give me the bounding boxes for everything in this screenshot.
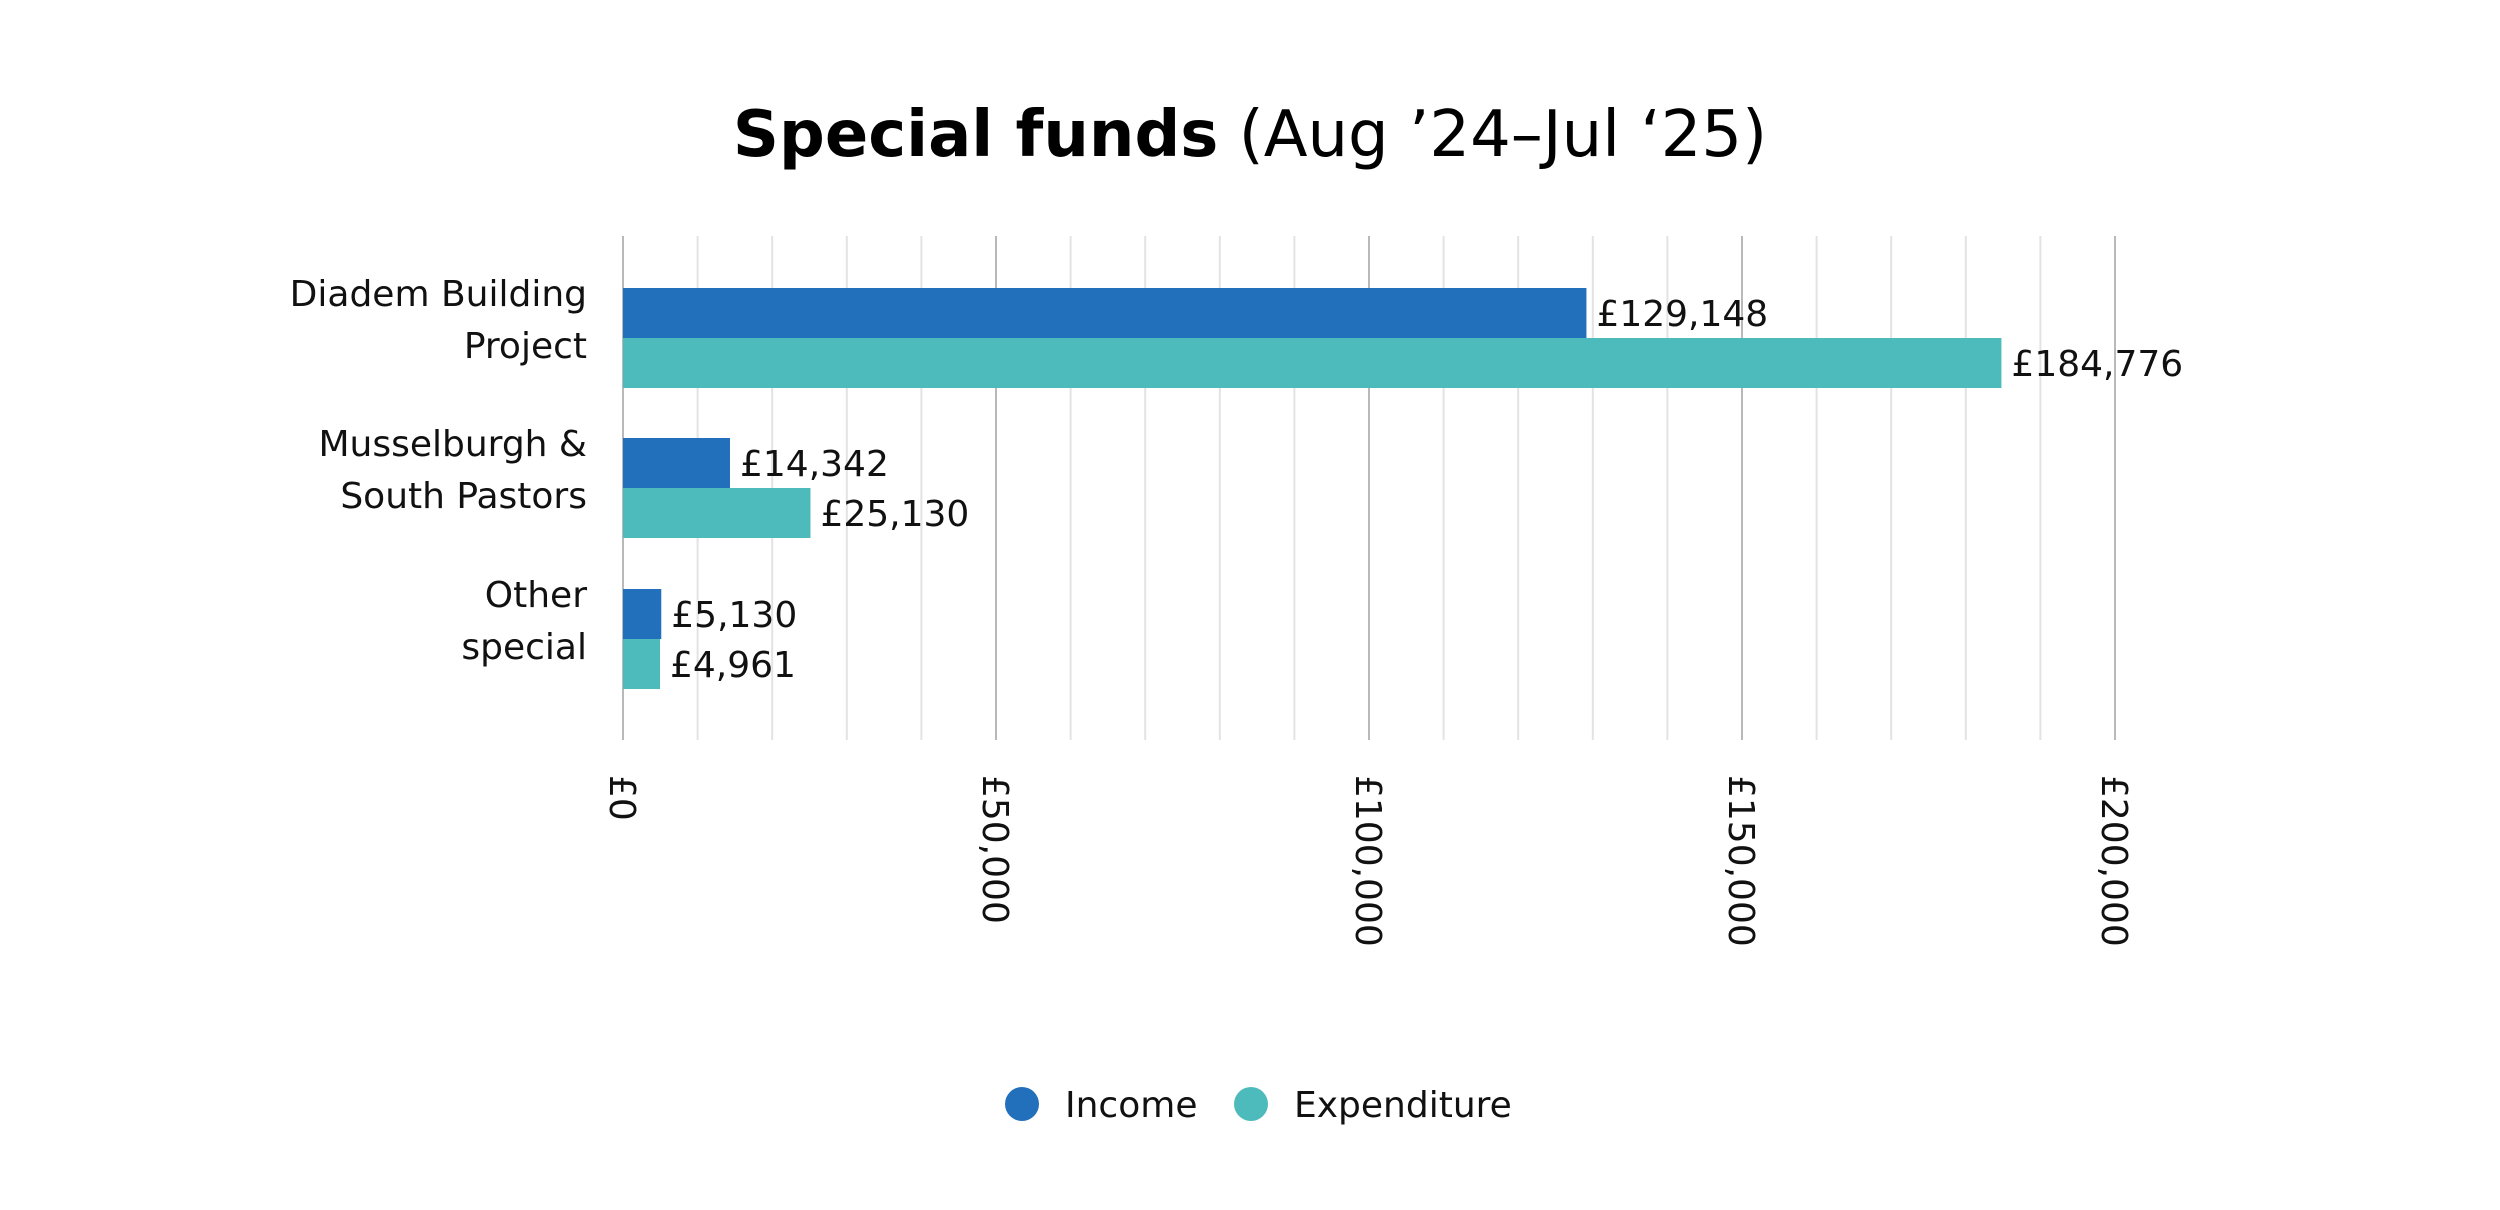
bar-income	[623, 288, 1587, 338]
bar-expenditure	[623, 639, 661, 689]
x-tick-label: £200,000	[2093, 775, 2134, 947]
category-label: South Pastors	[340, 476, 587, 517]
x-axis-ticks: £0 £50,000 £100,000 £150,000 £200,000	[601, 775, 2134, 947]
category-label: Diadem Building	[290, 274, 587, 315]
category-label: Musselburgh &	[318, 424, 587, 465]
chart-title-sub: (Aug ’24–Jul ‘25)	[1239, 98, 1767, 172]
chart-title-main: Special funds	[733, 98, 1218, 172]
data-label: £5,130	[671, 595, 797, 636]
data-label: £4,961	[670, 645, 796, 686]
data-label: £25,130	[820, 494, 969, 535]
x-tick-label: £100,000	[1347, 775, 1388, 947]
x-tick-label: £0	[601, 775, 642, 821]
category-label: Project	[464, 326, 587, 367]
category-label: special	[461, 627, 587, 668]
bar-expenditure	[623, 488, 811, 538]
category-label: Other	[485, 575, 587, 616]
chart-title-space	[1218, 98, 1238, 172]
legend-label-income: Income	[1065, 1085, 1197, 1126]
x-tick-label: £50,000	[974, 775, 1015, 924]
legend: Income Expenditure	[1005, 1085, 1512, 1126]
bars	[623, 288, 2002, 689]
bar-income	[623, 438, 730, 488]
data-label: £184,776	[2011, 344, 2183, 385]
bar-expenditure	[623, 338, 2002, 388]
data-labels: £129,148 £184,776 £14,342 £25,130 £5,130 £4,9…	[670, 294, 2183, 686]
legend-marker-income	[1005, 1087, 1039, 1121]
data-label: £129,148	[1596, 294, 1768, 335]
chart-title: Special funds (Aug ’24–Jul ‘25)	[733, 98, 1767, 172]
x-tick-label: £150,000	[1720, 775, 1761, 947]
category-labels: Diadem Building Project Musselburgh & South…	[290, 274, 588, 668]
data-label: £14,342	[740, 444, 889, 485]
legend-marker-expenditure	[1234, 1087, 1268, 1121]
bar-income	[623, 589, 662, 639]
legend-label-expenditure: Expenditure	[1294, 1085, 1512, 1126]
